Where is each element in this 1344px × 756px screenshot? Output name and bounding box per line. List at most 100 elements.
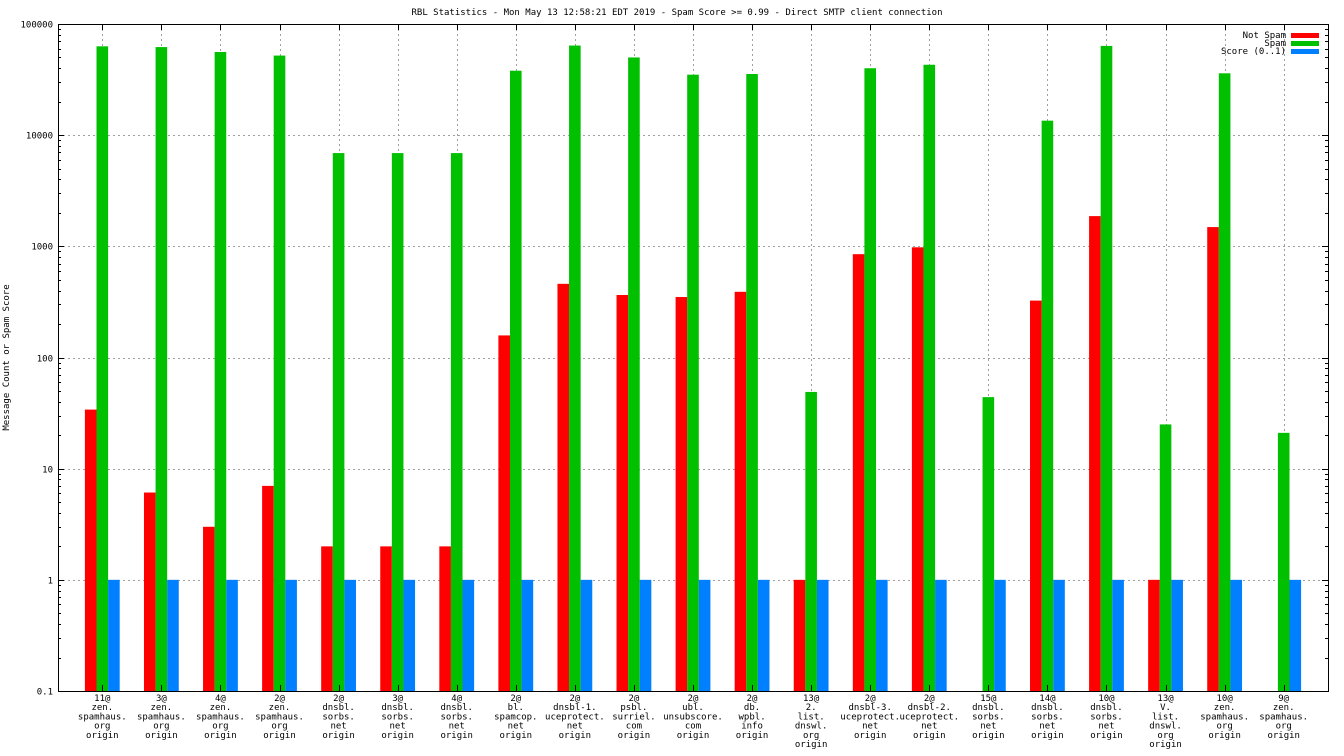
x-tick-label-line: 13@ [803,694,820,704]
bar [1030,300,1042,691]
x-tick-label-line: 2@ [688,694,699,704]
x-tick-label-line: list. [798,712,825,722]
legend-label: Not Spam [1243,31,1286,41]
x-tick-label-line: origin [1031,731,1064,741]
x-tick-label: 2@ dnsbl-1. uceprotect. net origin [545,694,605,741]
bar [1171,579,1183,691]
x-tick-label-line: 3@ [156,694,167,704]
x-tick-label-line: uceprotect. [545,712,605,722]
x-tick-label-line: spamhaus. [196,712,245,722]
bar [203,526,215,691]
x-tick-label: 2@ psbl. surriel. com origin [612,694,655,741]
x-tick-label-line: 14@ [1039,694,1056,704]
bar [285,579,297,691]
bar [734,291,747,691]
x-tick-label-line: uceprotect. [840,712,900,722]
bar [1041,120,1054,691]
x-tick-label-line: origin [854,731,887,741]
x-tick-label-line: 2@ [629,694,640,704]
bar [793,579,806,691]
x-tick-label-line: V. [1160,703,1171,713]
x-tick-label-line: org [1276,722,1292,732]
x-tick-label-line: sorbs. [381,712,414,722]
y-axis-ticks: 0.1 1 10 100 1000 10000 100000 [20,21,1328,698]
x-tick-label-line: zen. [210,703,232,713]
bar [262,485,274,691]
bar [864,68,877,691]
bar [321,546,333,691]
bar [876,579,888,691]
x-tick-label-line: zen. [1273,703,1295,713]
x-tick-label-line: 2@ [924,694,935,704]
x-tick-label: 2@ dnsbl-2. uceprotect. net origin [899,694,959,741]
bar [1159,424,1172,691]
bar [816,579,829,691]
x-tick-label: 3@ zen. spamhaus. org origin [137,694,186,741]
x-tick-label-line: origin [1267,731,1300,741]
y-tick-label: 100000 [20,21,53,31]
bar [923,64,936,691]
bar [509,70,522,692]
x-tick-label-line: 13@ [1157,694,1174,704]
bar [108,579,120,691]
bar [1089,216,1101,692]
bar [332,153,345,691]
x-tick-label-line: net [1098,722,1114,732]
x-tick-label-line: net [1039,722,1055,732]
bar [628,57,640,692]
x-tick-label-line: 9@ [1278,694,1289,704]
x-tick-label: 2@ dnsbl-3. uceprotect. net origin [840,694,900,741]
x-tick-label: 10@ dnsbl. sorbs. net origin [1090,694,1123,741]
x-tick-label-line: 10@ [1216,694,1233,704]
y-axis-label: Message Count or Spam Score [2,284,12,430]
x-tick-label-line: surriel. [612,712,655,722]
x-tick-label-line: sorbs. [322,712,355,722]
x-tick-label-line: origin [381,731,414,741]
bar [1053,579,1065,691]
bar [167,579,179,691]
x-tick-label-line: 2@ [274,694,285,704]
x-tick-label-line: 11@ [94,694,111,704]
x-tick-label-line: net [921,722,937,732]
bar [155,47,168,692]
x-tick-label-line: dnswl. [1149,722,1182,732]
x-tick-label: 2@ dnsbl. sorbs. net origin [322,694,355,741]
bar [273,55,286,691]
x-tick-label-line: spamcop. [494,712,537,722]
x-tick-label-line: org [271,722,287,732]
x-tick-label-line: zen. [1214,703,1236,713]
x-tick-label-line: net [390,722,406,732]
x-tick-label-line: net [449,722,465,732]
bar [462,579,475,691]
bar [344,579,356,691]
x-tick-label-line: org [153,722,169,732]
x-tick-label-line: net [508,722,524,732]
x-tick-label-line: origin [736,731,769,741]
bar [439,546,451,691]
bar [805,391,817,691]
x-tick-label-line: net [330,722,346,732]
x-tick-label-line: net [980,722,996,732]
x-tick-label-line: spamhaus. [78,712,127,722]
x-tick-label-line: origin [559,731,592,741]
bar [557,283,570,691]
x-tick-label: 2@ db. wpbl. info origin [736,694,769,741]
x-tick-label-line: origin [1149,740,1182,750]
x-tick-label-line: spamhaus. [137,712,186,722]
bar [1277,432,1290,691]
bar [521,579,534,691]
x-tick-label-line: unsubscore. [663,712,723,722]
x-tick-label-line: dnsbl. [1090,703,1123,713]
bar [403,579,416,691]
x-tick-label-line: 4@ [451,694,462,704]
x-tick-label-line: net [862,722,878,732]
x-tick-label: 10@ zen. spamhaus. org origin [1200,694,1249,741]
y-tick-label: 0.1 [37,688,53,698]
x-tick-label-line: origin [263,731,296,741]
x-tick-label-line: com [626,722,642,732]
bar [675,297,688,691]
x-tick-label-line: 4@ [215,694,226,704]
x-tick-label-line: org [1157,731,1173,741]
legend-swatch [1291,49,1319,54]
x-tick-label-line: dnsbl. [440,703,473,713]
